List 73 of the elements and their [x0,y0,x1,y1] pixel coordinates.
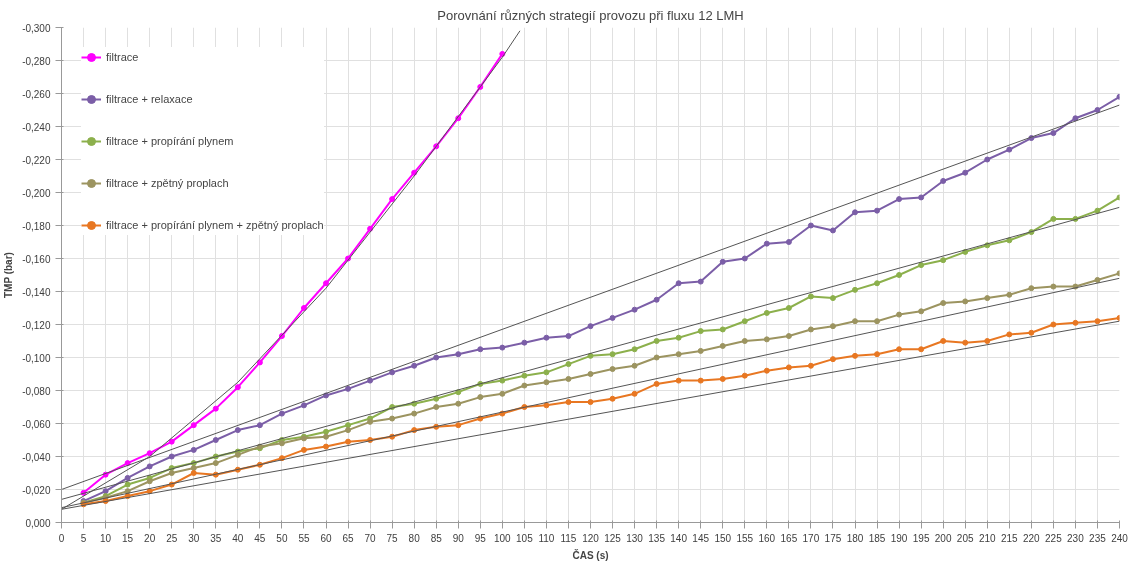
x-tick-label: 125 [604,532,622,544]
x-tick-label: 210 [978,532,997,544]
x-tick-label: 140 [670,532,688,544]
x-tick-label: 115 [560,532,577,544]
x-tick-label: 240 [1111,532,1129,544]
y-tick-label: -0,080 [22,385,51,397]
x-tick-label: 110 [538,532,555,544]
x-axis-title: ČAS (s) [572,548,609,561]
x-tick-label: 155 [736,532,754,544]
chart-title: Porovnání různých strategií provozu při fluxu 12 LMH [437,7,744,23]
y-tick-label: -0,220 [22,154,51,166]
x-tick-label: 220 [1022,532,1041,544]
x-tick-label: 215 [1000,532,1019,544]
x-tick-label: 225 [1045,532,1063,544]
x-tick-label: 55 [298,532,310,544]
x-tick-label: 20 [144,532,156,544]
x-tick-label: 150 [714,532,732,544]
x-tick-label: 100 [493,532,512,544]
x-tick-label: 70 [364,532,377,544]
x-tick-label: 5 [80,532,87,544]
y-tick-label: -0,020 [22,484,51,496]
x-tick-label: 195 [912,532,930,544]
x-tick-label: 45 [254,532,266,544]
y-tick-label: -0,300 [22,22,51,34]
x-tick-label: 130 [626,532,644,544]
x-tick-label: 50 [276,532,288,544]
x-tick-label: 85 [430,532,443,544]
legend-label: filtrace + zpětný proplach [106,177,229,189]
x-tick-label: 15 [122,532,134,544]
y-tick-label: -0,200 [22,187,51,199]
x-tick-label: 135 [648,532,666,544]
legend-label: filtrace + propírání plynem [106,135,234,147]
legend-label: filtrace + propírání plynem + zpětný proplach [106,219,324,231]
y-tick-label: 0,000 [25,517,51,529]
x-tick-label: 235 [1089,532,1107,544]
y-tick-label: -0,180 [22,220,51,232]
x-tick-label: 185 [868,532,886,544]
x-tick-label: 0 [58,532,65,544]
x-tick-label: 190 [890,532,908,544]
y-axis-title: TMP (bar) [3,252,15,299]
y-tick-label: -0,240 [22,121,51,133]
x-tick-label: 80 [408,532,421,544]
legend-label: filtrace + relaxace [106,93,193,105]
y-tick-label: -0,140 [22,286,51,298]
y-tick-label: -0,280 [22,55,51,67]
x-tick-label: 120 [582,532,600,544]
x-tick-label: 145 [692,532,710,544]
x-tick-label: 180 [846,532,864,544]
x-tick-label: 75 [386,532,399,544]
x-tick-label: 200 [934,532,952,544]
x-tick-label: 90 [452,532,465,544]
y-tick-label: -0,160 [22,253,51,265]
x-tick-label: 175 [824,532,842,544]
y-tick-label: -0,120 [22,319,51,331]
x-tick-label: 95 [474,532,487,544]
x-tick-label: 60 [320,532,332,544]
x-tick-label: 230 [1067,532,1085,544]
x-tick-label: 30 [188,532,200,544]
x-tick-label: 25 [166,532,178,544]
x-tick-label: 165 [780,532,798,544]
x-tick-label: 65 [342,532,355,544]
x-tick-label: 10 [100,532,112,544]
y-tick-label: -0,060 [22,418,51,430]
y-tick-label: -0,260 [22,88,51,100]
y-tick-label: -0,100 [22,352,51,364]
x-tick-label: 160 [758,532,776,544]
x-tick-label: 105 [516,532,534,544]
legend-label: filtrace [106,51,139,63]
y-tick-label: -0,040 [22,451,51,463]
x-tick-label: 35 [210,532,222,544]
x-tick-label: 205 [956,532,974,544]
x-tick-label: 170 [802,532,820,544]
x-tick-label: 40 [232,532,244,544]
